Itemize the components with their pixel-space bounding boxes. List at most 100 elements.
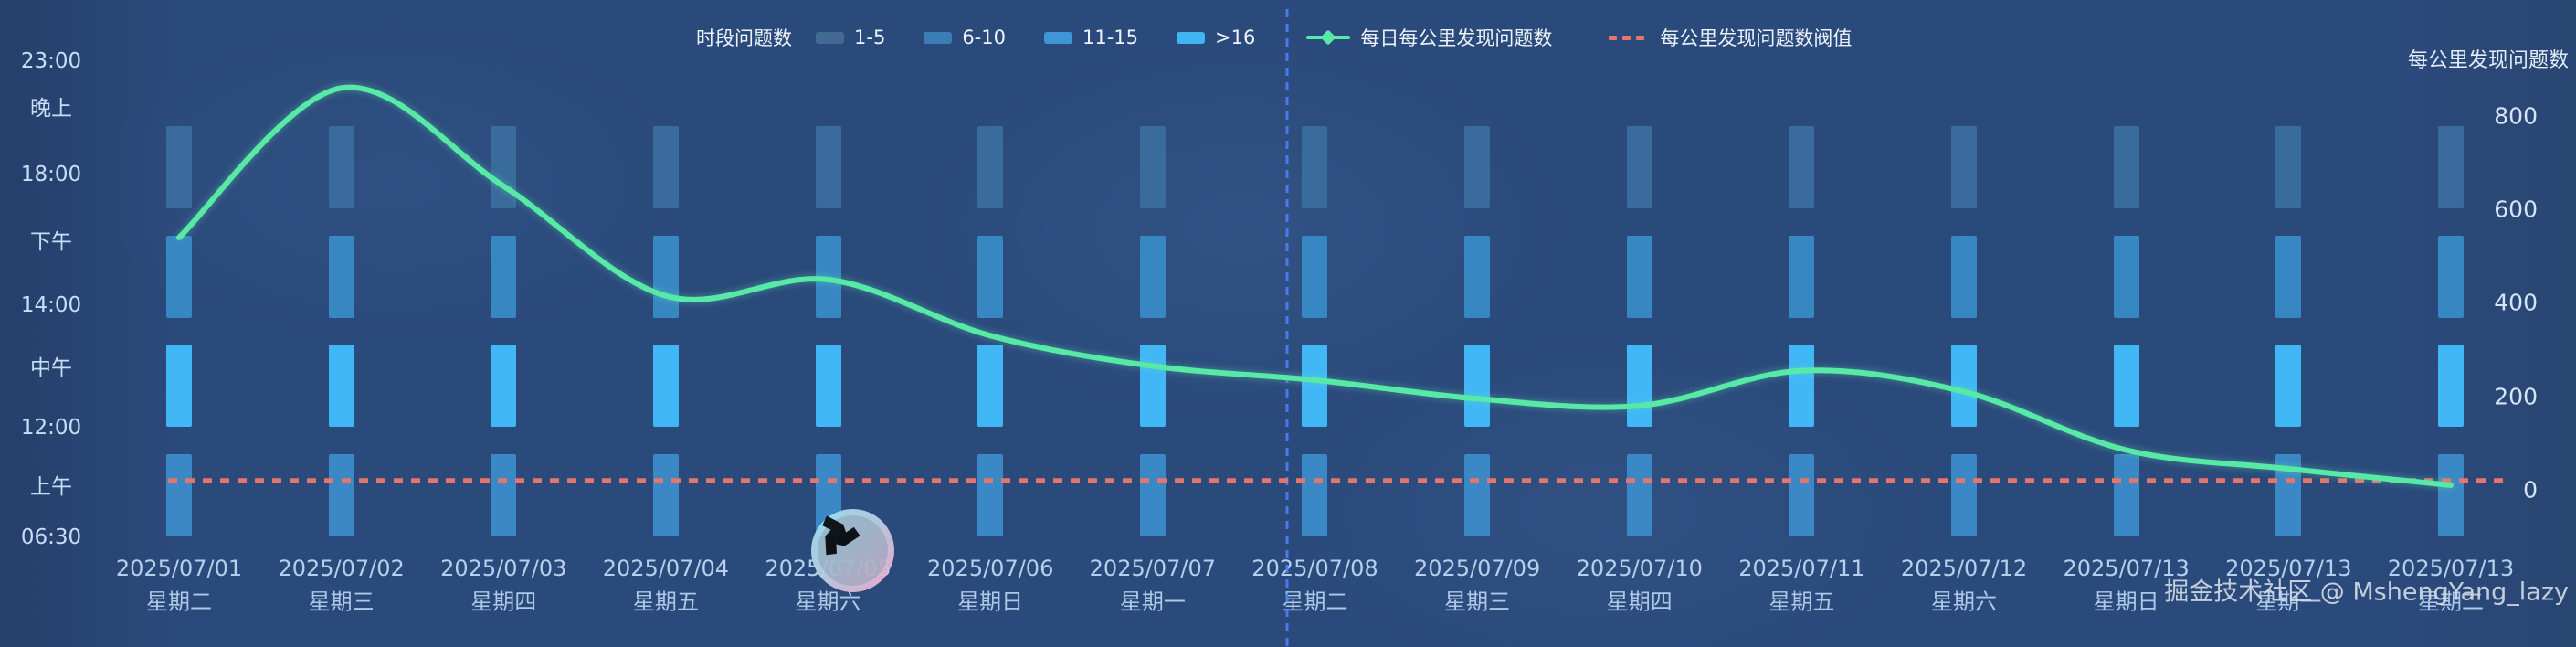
threshold-legend-icon bbox=[1609, 35, 1650, 40]
timeband-bar-晚上-07/12 bbox=[1951, 126, 1978, 208]
timeband-bar-晚上-07/04 bbox=[652, 126, 679, 208]
timeband-bar-下午-07/10 bbox=[1626, 236, 1652, 318]
legend-item-bin-11-15[interactable]: 11-15 bbox=[1043, 27, 1139, 48]
x-axis-weekday-label: 星期四 bbox=[1606, 589, 1673, 615]
left-axis-label: 下午 bbox=[30, 230, 72, 254]
x-axis-date-label: 2025/07/03 bbox=[440, 556, 567, 581]
line-series-legend-icon bbox=[1306, 29, 1351, 46]
x-axis-date-label: 2025/07/02 bbox=[278, 556, 405, 581]
left-axis-label: 晚上 bbox=[30, 97, 72, 121]
timeband-bar-下午-07/12 bbox=[1951, 236, 1978, 318]
legend-item-bin-gt16[interactable]: >16 bbox=[1177, 27, 1255, 48]
timeband-bar-晚上-07/07 bbox=[1139, 126, 1166, 208]
timeband-bar-中午-07/13 bbox=[2275, 345, 2302, 427]
timeband-bar-上午-07/13 bbox=[2437, 454, 2464, 536]
left-axis-label: 14:00 bbox=[20, 293, 82, 317]
x-axis-date-label: 2025/07/07 bbox=[1089, 556, 1216, 581]
right-axis-tick-label: 0 bbox=[2523, 476, 2538, 504]
legend-item-line-series[interactable]: 每日每公里发现问题数 bbox=[1306, 24, 1552, 51]
timeband-bar-上午-07/03 bbox=[491, 454, 517, 536]
timeband-bar-中午-07/04 bbox=[652, 345, 679, 427]
timeband-bar-上午-07/02 bbox=[328, 454, 354, 536]
timeband-bar-中午-07/03 bbox=[491, 345, 517, 427]
timeband-bar-上午-07/11 bbox=[1789, 454, 1815, 536]
timeband-bar-晚上-07/05 bbox=[815, 126, 841, 208]
legend-bin-label: 1-5 bbox=[854, 27, 886, 48]
timeband-bar-中午-07/06 bbox=[977, 345, 1004, 427]
timeband-bar-上午-07/13 bbox=[2113, 454, 2139, 536]
timeband-bar-晚上-07/13 bbox=[2113, 126, 2139, 208]
timeband-bar-中午-07/05 bbox=[815, 345, 841, 427]
timeband-bar-下午-07/11 bbox=[1789, 236, 1815, 318]
x-axis-weekday-label: 星期日 bbox=[2093, 589, 2159, 615]
right-axis-tick-label: 800 bbox=[2494, 102, 2538, 130]
timeband-bar-晚上-07/01 bbox=[166, 126, 192, 208]
x-axis-date-label: 2025/07/08 bbox=[1251, 556, 1378, 581]
timeband-bar-上午-07/01 bbox=[166, 454, 192, 536]
timeband-bar-下午-07/13 bbox=[2275, 236, 2302, 318]
left-axis-label: 12:00 bbox=[20, 416, 82, 440]
left-axis-label: 中午 bbox=[30, 356, 72, 380]
tri-blade-logo-icon bbox=[822, 515, 860, 556]
x-axis-date-label: 2025/07/13 bbox=[2063, 556, 2190, 581]
timeband-bar-下午-07/01 bbox=[166, 236, 192, 318]
left-axis-label: 06:30 bbox=[20, 525, 82, 549]
timeband-bar-晚上-07/13 bbox=[2275, 126, 2302, 208]
timeband-bar-晚上-07/06 bbox=[977, 126, 1004, 208]
timeband-bar-上午-07/08 bbox=[1302, 454, 1328, 536]
timeband-bar-晚上-07/09 bbox=[1464, 126, 1491, 208]
legend-bar-group-title: 时段问题数 bbox=[696, 27, 792, 49]
x-axis-weekday-label: 星期五 bbox=[1768, 589, 1835, 615]
legend-threshold-label: 每公里发现问题数阀值 bbox=[1660, 27, 1853, 49]
timeband-bar-下午-07/03 bbox=[491, 236, 517, 318]
x-axis-weekday-label: 星期六 bbox=[795, 589, 861, 615]
x-axis-date-label: 2025/07/01 bbox=[115, 556, 243, 581]
x-axis-weekday-label: 星期三 bbox=[308, 589, 375, 615]
legend-item-bin-1-5[interactable]: 1-5 bbox=[816, 27, 885, 48]
timeband-bar-中午-07/02 bbox=[328, 345, 354, 427]
legend-item-threshold[interactable]: 每公里发现问题数阀值 bbox=[1609, 24, 1852, 51]
x-axis-date-label: 2025/07/09 bbox=[1413, 556, 1541, 581]
timeband-bar-晚上-07/02 bbox=[328, 126, 354, 208]
x-axis-weekday-label: 星期四 bbox=[470, 589, 537, 615]
x-axis-date-label: 2025/07/06 bbox=[927, 556, 1054, 581]
timeband-bar-中午-07/07 bbox=[1139, 345, 1166, 427]
watermark-avatar-badge bbox=[811, 509, 894, 592]
timeband-bar-下午-07/13 bbox=[2113, 236, 2139, 318]
timeband-bar-晚上-07/11 bbox=[1789, 126, 1815, 208]
x-axis-weekday-label: 星期二 bbox=[146, 589, 212, 615]
legend-bin-swatch bbox=[1043, 31, 1072, 44]
timeband-bar-中午-07/01 bbox=[166, 345, 192, 427]
legend-bin-label: >16 bbox=[1215, 27, 1256, 48]
timeband-bar-下午-07/06 bbox=[977, 236, 1004, 318]
timeband-bar-晚上-07/13 bbox=[2437, 126, 2464, 208]
x-axis-weekday-label: 星期二 bbox=[2417, 589, 2484, 615]
timeband-bar-上午-07/04 bbox=[652, 454, 679, 536]
timeband-bar-上午-07/12 bbox=[1951, 454, 1978, 536]
x-axis-date-label: 2025/07/13 bbox=[2225, 556, 2352, 581]
left-axis-label: 上午 bbox=[30, 475, 72, 499]
timeband-bar-晚上-07/08 bbox=[1302, 126, 1328, 208]
timeband-bar-中午-07/10 bbox=[1626, 345, 1652, 427]
left-axis-label: 18:00 bbox=[20, 163, 82, 186]
timeband-bar-中午-07/09 bbox=[1464, 345, 1491, 427]
avatar-inner-circle bbox=[818, 515, 888, 586]
daily-issues-line bbox=[176, 84, 2454, 488]
timeband-bar-下午-07/07 bbox=[1139, 236, 1166, 318]
x-axis-date-label: 2025/07/10 bbox=[1576, 556, 1703, 581]
x-axis-weekday-label: 星期一 bbox=[2255, 589, 2322, 615]
legend-item-bin-6-10[interactable]: 6-10 bbox=[924, 27, 1006, 48]
watermark-text: 掘金技术社区 @ MshengYang_lazy bbox=[2164, 578, 2569, 607]
x-axis-weekday-label: 星期日 bbox=[957, 589, 1024, 615]
timeband-bar-中午-07/11 bbox=[1789, 345, 1815, 427]
x-axis-date-label: 2025/07/11 bbox=[1738, 556, 1865, 581]
right-axis-tick-label: 400 bbox=[2494, 289, 2538, 316]
x-axis-weekday-label: 星期二 bbox=[1282, 589, 1348, 615]
legend: 时段问题数 1-5 6-10 11-15 >16 每日每公里发现问题数 每公里发现问题… bbox=[696, 22, 1852, 53]
timeband-bar-中午-07/13 bbox=[2437, 345, 2464, 427]
right-axis-title: 每公里发现问题数 bbox=[2407, 49, 2569, 72]
legend-bin-label: 11-15 bbox=[1082, 27, 1139, 48]
